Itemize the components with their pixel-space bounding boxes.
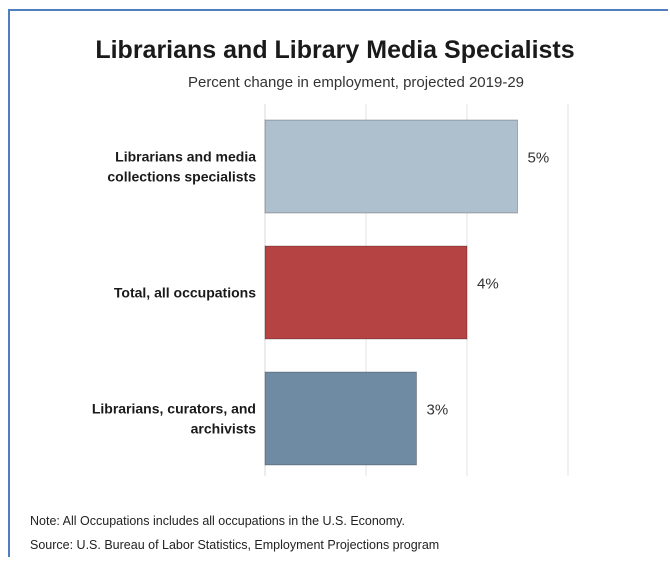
chart-subtitle: Percent change in employment, projected … xyxy=(187,74,525,91)
bar xyxy=(264,371,417,466)
chart-title: Librarians and Library Media Specialists xyxy=(95,36,575,64)
bar xyxy=(264,245,468,340)
data-label: 4% xyxy=(477,276,499,293)
category-label: Total, all occupations xyxy=(114,285,256,301)
data-label: 3% xyxy=(427,402,449,419)
category-label: Librarians, curators, and xyxy=(92,401,256,417)
category-label: Librarians and media xyxy=(115,149,256,165)
category-label: collections specialists xyxy=(107,169,256,185)
chart-note: Note: All Occupations includes all occup… xyxy=(30,514,405,528)
chart-source: Source: U.S. Bureau of Labor Statistics,… xyxy=(30,538,440,552)
category-label: archivists xyxy=(191,421,257,437)
bar xyxy=(264,119,518,214)
data-label: 5% xyxy=(528,150,550,167)
